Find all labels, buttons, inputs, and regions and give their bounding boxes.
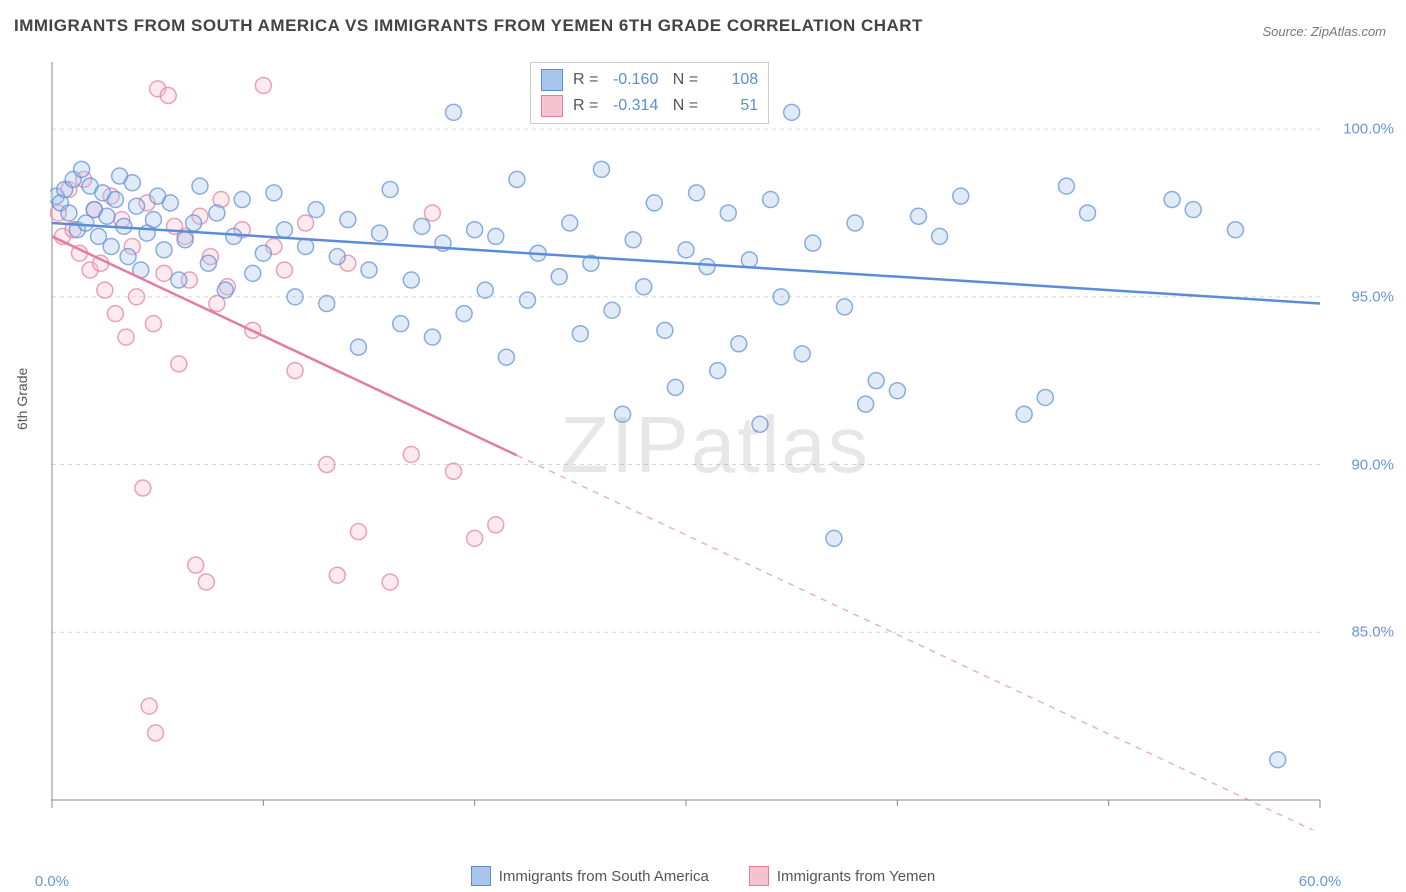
r-value: -0.314 xyxy=(608,97,658,115)
legend-swatch-icon xyxy=(749,866,769,886)
legend-label: Immigrants from Yemen xyxy=(777,868,935,885)
x-tick-label: 0.0% xyxy=(35,873,69,890)
n-value: 108 xyxy=(708,71,758,89)
y-axis-label: 6th Grade xyxy=(14,368,30,430)
stats-row: R =-0.160 N =108 xyxy=(541,67,758,93)
legend-swatch-icon xyxy=(471,866,491,886)
legend-label: Immigrants from South America xyxy=(499,868,709,885)
chart-svg xyxy=(50,60,1380,830)
stats-swatch-icon xyxy=(541,95,563,117)
stats-swatch-icon xyxy=(541,69,563,91)
legend-item: Immigrants from South America xyxy=(471,866,709,886)
correlation-stats-box: R =-0.160 N =108 R =-0.314 N =51 xyxy=(530,62,769,124)
n-value: 51 xyxy=(708,97,758,115)
y-tick-label: 95.0% xyxy=(1351,288,1394,305)
y-tick-label: 85.0% xyxy=(1351,624,1394,641)
stats-row: R =-0.314 N =51 xyxy=(541,93,758,119)
chart-plot-area: ZIPatlas xyxy=(50,60,1380,830)
bottom-legend: Immigrants from South America Immigrants… xyxy=(0,866,1406,886)
chart-title: IMMIGRANTS FROM SOUTH AMERICA VS IMMIGRA… xyxy=(14,16,923,36)
source-label: Source: ZipAtlas.com xyxy=(1262,24,1386,39)
y-tick-label: 100.0% xyxy=(1343,121,1394,138)
y-tick-label: 90.0% xyxy=(1351,456,1394,473)
legend-item: Immigrants from Yemen xyxy=(749,866,935,886)
x-tick-label: 60.0% xyxy=(1299,873,1342,890)
r-value: -0.160 xyxy=(608,71,658,89)
